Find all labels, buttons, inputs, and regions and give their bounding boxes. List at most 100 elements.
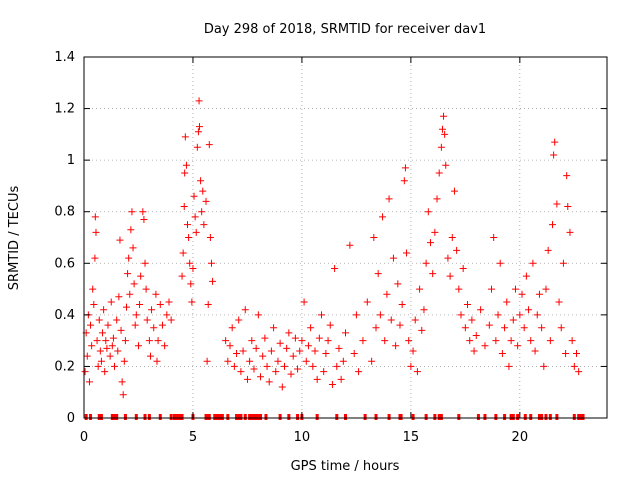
data-point [91, 213, 99, 221]
rug-mark [503, 414, 507, 420]
rug-mark [457, 414, 461, 420]
rug-mark [433, 414, 437, 420]
data-point [87, 321, 95, 329]
data-point [111, 362, 119, 370]
data-point [540, 362, 548, 370]
data-point [441, 130, 449, 138]
rug-mark [123, 414, 127, 420]
data-points [81, 97, 583, 399]
data-point [324, 337, 332, 345]
data-point [457, 311, 465, 319]
data-point [158, 321, 166, 329]
rug-mark [411, 414, 415, 420]
data-point [99, 329, 107, 337]
data-point [205, 141, 213, 149]
data-point [568, 337, 576, 345]
x-tick-label: 20 [512, 430, 529, 445]
data-point [203, 357, 211, 365]
data-point [103, 344, 111, 352]
data-point [296, 347, 304, 355]
plot-frame [83, 56, 608, 419]
rug-mark [540, 414, 544, 420]
data-point [429, 270, 437, 278]
data-point [139, 208, 147, 216]
data-point [191, 213, 199, 221]
data-point [121, 337, 129, 345]
data-point [150, 324, 158, 332]
rug-mark [259, 414, 263, 420]
data-point [350, 350, 358, 358]
data-point [294, 365, 302, 373]
data-point [248, 337, 256, 345]
rug-mark [387, 414, 391, 420]
data-point [120, 357, 128, 365]
data-point [422, 259, 430, 267]
data-point [385, 195, 393, 203]
data-point [575, 368, 583, 376]
rug-mark [158, 414, 162, 420]
data-point [302, 357, 310, 365]
data-point [204, 301, 212, 309]
data-point [546, 337, 554, 345]
data-point [230, 362, 238, 370]
data-point [182, 161, 190, 169]
data-point [394, 280, 402, 288]
data-point [163, 311, 171, 319]
data-point [289, 352, 297, 360]
data-point [472, 331, 480, 339]
rug-mark [529, 414, 533, 420]
data-point [276, 339, 284, 347]
data-point [403, 249, 411, 257]
data-point [239, 347, 247, 355]
x-tick-label: 10 [294, 430, 311, 445]
rug-mark [424, 414, 428, 420]
rug-mark [218, 414, 222, 420]
rug-mark [399, 414, 403, 420]
data-point [501, 324, 509, 332]
y-tick-label: 1.4 [54, 50, 75, 65]
data-point [455, 285, 463, 293]
rug-mark [483, 414, 487, 420]
data-point [411, 316, 419, 324]
data-point [383, 290, 391, 298]
data-point [335, 344, 343, 352]
rug-mark [374, 414, 378, 420]
data-point [466, 337, 474, 345]
data-point [401, 164, 409, 172]
data-point [278, 383, 286, 391]
rug-mark [243, 414, 247, 420]
data-point [152, 290, 160, 298]
y-tick-label: 0.2 [54, 359, 75, 374]
data-point [108, 342, 116, 350]
data-point [492, 337, 500, 345]
data-point [374, 270, 382, 278]
data-point [448, 234, 456, 241]
rug-mark [169, 414, 173, 420]
data-point [257, 373, 265, 381]
data-point [270, 324, 278, 332]
rug-mark [115, 414, 119, 420]
data-point [88, 342, 96, 350]
data-point [193, 143, 201, 151]
data-point [187, 280, 195, 288]
data-point [263, 362, 271, 370]
data-point [202, 197, 210, 205]
data-point [85, 378, 93, 386]
data-point [529, 259, 537, 267]
data-point [81, 368, 89, 376]
data-point [470, 347, 478, 355]
data-point [184, 221, 192, 229]
data-point [379, 213, 387, 221]
data-point [145, 337, 153, 345]
data-point [224, 357, 232, 365]
data-point [535, 290, 543, 298]
rug-mark [555, 414, 559, 420]
rug-mark [537, 414, 541, 420]
data-point [444, 254, 452, 262]
data-point [298, 337, 306, 345]
data-point [261, 334, 269, 342]
data-point [372, 324, 380, 332]
data-point [542, 285, 550, 293]
rug-mark [335, 414, 339, 420]
